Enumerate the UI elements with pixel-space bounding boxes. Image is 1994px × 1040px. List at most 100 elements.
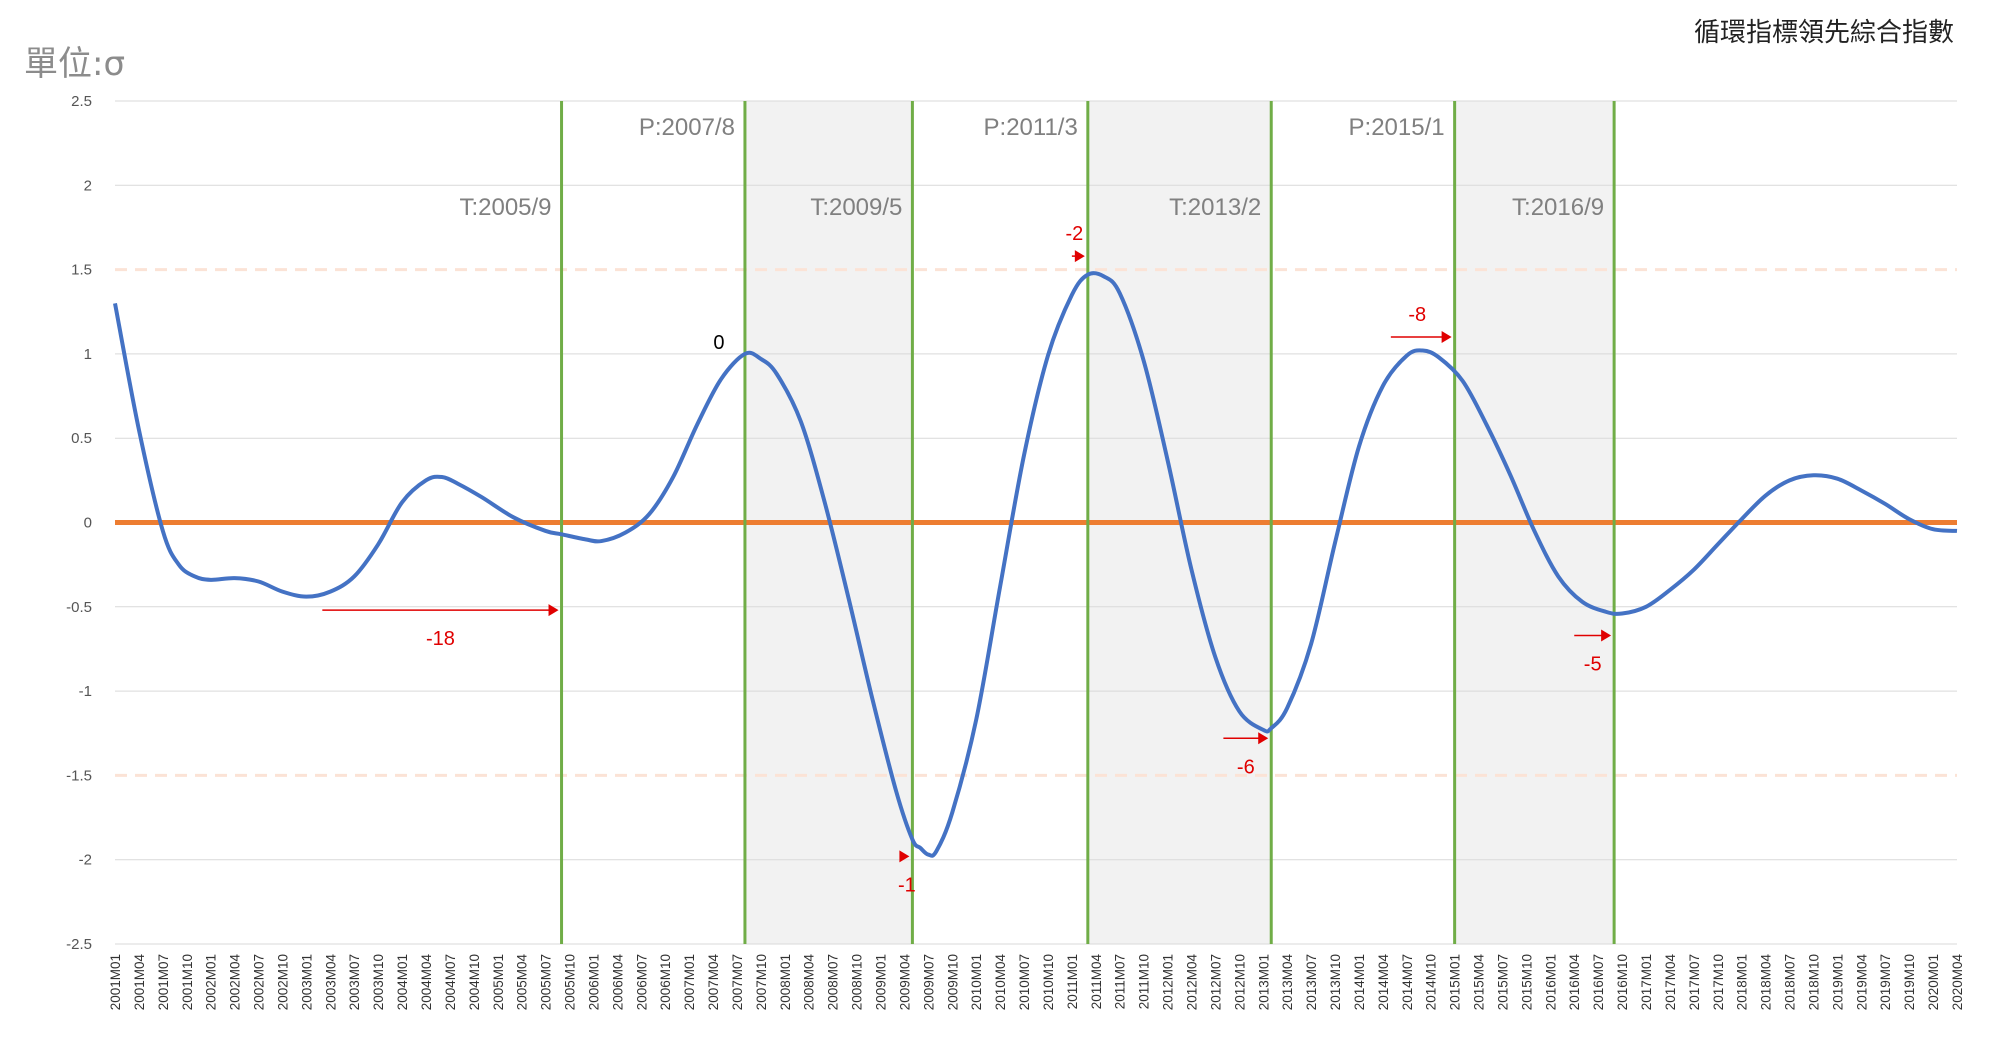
x-tick-label: 2003M10 xyxy=(371,954,386,1010)
x-tick-label: 2011M01 xyxy=(1065,954,1080,1009)
x-tick-label: 2016M01 xyxy=(1543,954,1558,1010)
lead-annotations: -18 0 -1 -2 -6 -8 -5 xyxy=(322,223,1612,896)
x-tick-label: 2010M01 xyxy=(969,954,984,1010)
y-tick-label: -2.5 xyxy=(66,936,92,953)
x-tick-label: 2008M01 xyxy=(778,954,793,1010)
x-tick-label: 2002M07 xyxy=(252,954,267,1010)
x-tick-label: 2007M04 xyxy=(706,954,721,1011)
y-tick-label: 1 xyxy=(84,346,92,363)
x-tick-label: 2002M04 xyxy=(228,954,243,1011)
x-tick-label: 2011M07 xyxy=(1113,954,1128,1009)
reference-lines xyxy=(115,268,1957,777)
x-tick-label: 2017M07 xyxy=(1687,954,1702,1010)
x-tick-label: 2018M04 xyxy=(1759,954,1774,1011)
x-tick-label: 2018M10 xyxy=(1806,954,1821,1010)
x-tick-label: 2018M07 xyxy=(1783,954,1798,1010)
y-axis-ticks: 2.5 2 1.5 1 0.5 0 -0.5 -1 -1.5 -2 -2.5 xyxy=(66,93,92,953)
x-tick-label: 2014M07 xyxy=(1400,954,1415,1010)
x-tick-label: 2012M01 xyxy=(1161,954,1176,1010)
x-tick-label: 2002M10 xyxy=(275,954,290,1010)
x-tick-label: 2005M01 xyxy=(491,954,506,1010)
x-tick-label: 2008M10 xyxy=(850,954,865,1010)
x-tick-label: 2004M10 xyxy=(467,954,482,1010)
x-tick-label: 2003M07 xyxy=(347,954,362,1010)
x-tick-label: 2015M10 xyxy=(1519,954,1534,1010)
x-tick-label: 2007M07 xyxy=(730,954,745,1010)
x-tick-label: 2006M01 xyxy=(586,954,601,1010)
series-layer xyxy=(113,271,1958,858)
x-tick-label: 2016M04 xyxy=(1567,954,1582,1011)
x-tick-label: 2017M01 xyxy=(1639,954,1654,1010)
x-tick-label: 2003M04 xyxy=(323,954,338,1011)
y-tick-label: 2 xyxy=(84,177,92,194)
x-tick-label: 2012M07 xyxy=(1208,954,1223,1010)
y-tick-label: 1.5 xyxy=(71,262,92,279)
x-tick-label: 2011M10 xyxy=(1137,954,1152,1009)
x-tick-label: 2016M10 xyxy=(1615,954,1630,1010)
x-axis-ticks: 2001M01 2001M04 2001M07 2001M10 2002M01 2002M… xyxy=(108,954,1965,1011)
x-tick-label: 2009M10 xyxy=(945,954,960,1010)
lead-label: -8 xyxy=(1408,304,1426,326)
lead-label: -2 xyxy=(1065,223,1083,245)
y-tick-label: 0 xyxy=(84,515,92,532)
x-tick-label: 2009M04 xyxy=(897,954,912,1011)
x-tick-label: 2017M10 xyxy=(1711,954,1726,1010)
lead-label: -5 xyxy=(1584,653,1602,675)
x-tick-label: 2013M07 xyxy=(1304,954,1319,1010)
event-label: P:2007/8 xyxy=(639,114,735,141)
x-tick-label: 2005M10 xyxy=(563,954,578,1010)
y-tick-label: -1 xyxy=(79,683,92,700)
x-tick-label: 2011M04 xyxy=(1089,954,1104,1010)
lead-arrowhead xyxy=(899,850,910,863)
x-tick-label: 2013M04 xyxy=(1280,954,1295,1011)
x-tick-label: 2015M01 xyxy=(1448,954,1463,1010)
x-tick-label: 2019M07 xyxy=(1878,954,1893,1010)
y-tick-label: -1.5 xyxy=(66,767,92,784)
x-tick-label: 2016M07 xyxy=(1591,954,1606,1010)
x-tick-label: 2004M07 xyxy=(443,954,458,1010)
series-line xyxy=(113,271,1958,858)
x-tick-label: 2018M01 xyxy=(1735,954,1750,1010)
event-label: T:2013/2 xyxy=(1169,194,1261,221)
lead-arrowhead xyxy=(1601,629,1612,642)
lead-label: -1 xyxy=(898,874,916,896)
x-tick-label: 2008M04 xyxy=(802,954,817,1011)
event-label: T:2016/9 xyxy=(1512,194,1604,221)
x-tick-label: 2007M01 xyxy=(682,954,697,1010)
lead-arrowhead xyxy=(1074,250,1085,263)
y-tick-label: 2.5 xyxy=(71,93,92,110)
x-tick-label: 2005M07 xyxy=(539,954,554,1010)
y-tick-label: -0.5 xyxy=(66,599,92,616)
event-label: P:2011/3 xyxy=(984,114,1078,141)
gridlines xyxy=(115,100,1957,945)
lead-arrowhead xyxy=(1441,331,1452,344)
x-tick-label: 2012M04 xyxy=(1184,954,1199,1011)
x-tick-label: 2009M01 xyxy=(874,954,889,1010)
x-tick-label: 2010M10 xyxy=(1041,954,1056,1010)
x-tick-label: 2020M01 xyxy=(1926,954,1941,1010)
x-tick-label: 2017M04 xyxy=(1663,954,1678,1011)
x-tick-label: 2004M04 xyxy=(419,954,434,1011)
lead-label: -18 xyxy=(426,628,455,650)
x-tick-label: 2019M01 xyxy=(1830,954,1845,1010)
lead-label: -6 xyxy=(1237,756,1255,778)
x-tick-label: 2014M04 xyxy=(1376,954,1391,1011)
x-tick-label: 2009M07 xyxy=(921,954,936,1010)
x-tick-label: 2020M04 xyxy=(1950,954,1965,1011)
x-tick-label: 2002M01 xyxy=(204,954,219,1010)
x-tick-label: 2014M01 xyxy=(1352,954,1367,1010)
x-tick-label: 2012M10 xyxy=(1232,954,1247,1010)
x-tick-label: 2010M04 xyxy=(993,954,1008,1011)
x-tick-label: 2004M01 xyxy=(395,954,410,1010)
event-label: T:2005/9 xyxy=(459,194,551,221)
y-tick-label: -2 xyxy=(79,852,92,869)
x-tick-label: 2001M10 xyxy=(180,954,195,1010)
x-tick-label: 2010M07 xyxy=(1017,954,1032,1010)
x-tick-label: 2001M07 xyxy=(156,954,171,1010)
event-label: P:2015/1 xyxy=(1349,114,1445,141)
x-tick-label: 2006M04 xyxy=(610,954,625,1011)
lead-label: 0 xyxy=(713,332,724,354)
x-tick-label: 2013M01 xyxy=(1256,954,1271,1010)
x-tick-label: 2001M01 xyxy=(108,954,123,1010)
